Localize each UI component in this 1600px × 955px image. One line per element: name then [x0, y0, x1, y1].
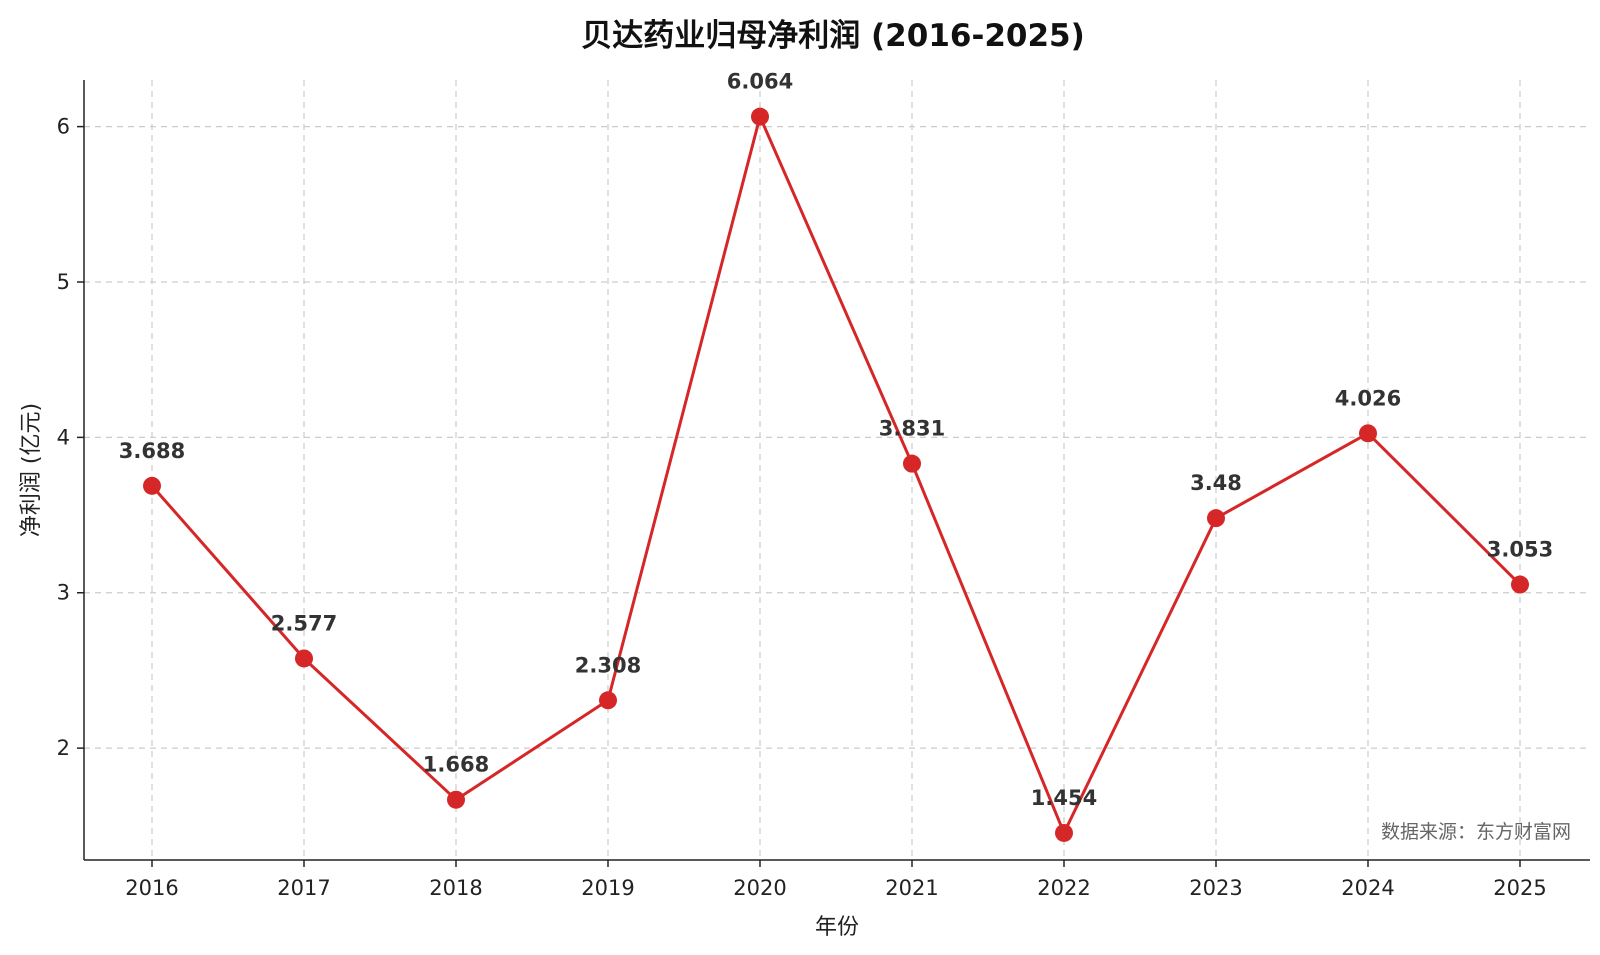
data-label: 4.026	[1335, 386, 1401, 410]
x-tick-label: 2021	[885, 876, 938, 900]
data-label: 3.831	[879, 417, 945, 441]
data-label: 3.053	[1487, 538, 1553, 562]
y-tick-label: 2	[57, 736, 70, 760]
grid	[84, 80, 1590, 860]
chart-title: 贝达药业归母净利润 (2016-2025)	[581, 18, 1085, 54]
data-point	[599, 691, 617, 710]
data-point	[1511, 575, 1529, 594]
y-tick-label: 5	[57, 270, 70, 294]
y-tick-label: 6	[57, 115, 70, 139]
data-label: 3.688	[119, 439, 185, 463]
data-point	[903, 454, 921, 473]
axis-ticks: 2016 2017 2018 2019 2020 2021 2022 2023 2024 2025…	[57, 115, 1547, 900]
data-label: 3.48	[1190, 471, 1242, 495]
data-point	[143, 476, 161, 495]
data-label: 2.308	[575, 653, 641, 677]
data-label: 2.577	[271, 611, 337, 635]
x-tick-label: 2019	[581, 876, 634, 900]
x-tick-label: 2022	[1037, 876, 1090, 900]
data-labels: 3.688 2.577 1.668 2.308 6.064 3.831 1.454 3.48 4…	[119, 70, 1553, 810]
x-tick-label: 2024	[1341, 876, 1394, 900]
data-label: 1.454	[1031, 786, 1097, 810]
x-tick-label: 2018	[429, 876, 482, 900]
data-label: 1.668	[423, 753, 489, 777]
x-tick-label: 2017	[277, 876, 330, 900]
x-tick-label: 2023	[1189, 876, 1242, 900]
data-point	[751, 107, 769, 126]
data-point	[1055, 823, 1073, 842]
data-point	[295, 649, 313, 668]
x-tick-label: 2025	[1493, 876, 1546, 900]
series-line	[150, 115, 1522, 835]
data-point	[1359, 424, 1377, 443]
x-axis-label: 年份	[815, 915, 859, 940]
y-axis-label: 净利润 (亿元)	[19, 403, 44, 537]
source-note: 数据来源：东方财富网	[1381, 821, 1571, 843]
data-points	[143, 107, 1529, 842]
y-tick-label: 3	[57, 581, 70, 605]
data-point	[447, 790, 465, 809]
x-tick-label: 2016	[125, 876, 178, 900]
x-tick-label: 2020	[733, 876, 786, 900]
y-tick-label: 4	[57, 425, 70, 449]
data-point	[1207, 509, 1225, 528]
data-label: 6.064	[727, 70, 793, 94]
